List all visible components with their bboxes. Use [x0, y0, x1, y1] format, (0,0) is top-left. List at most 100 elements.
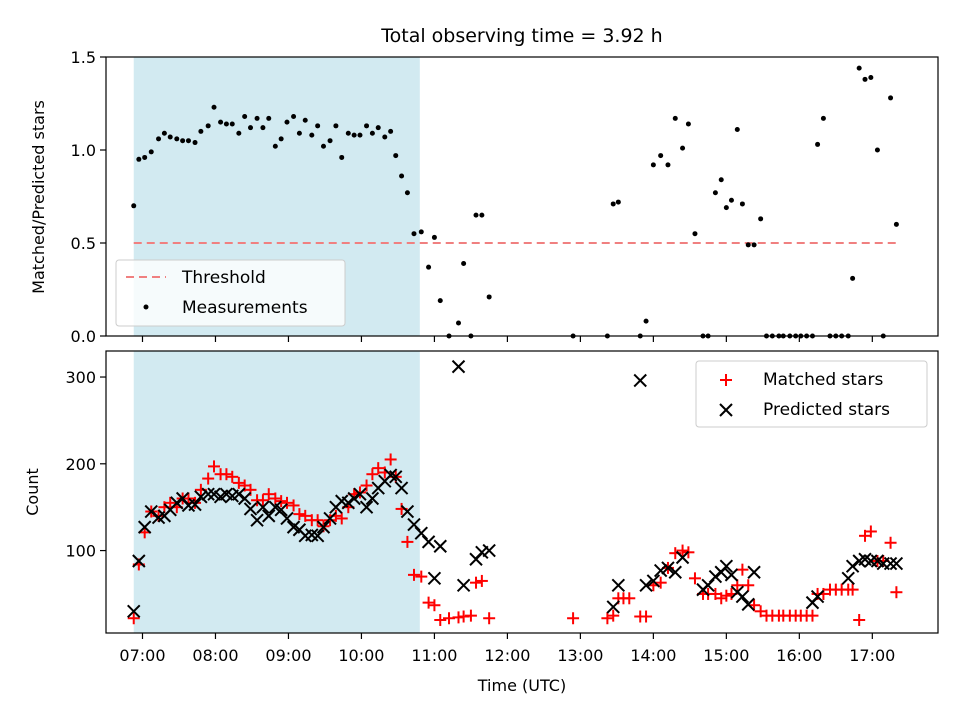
measurement-point [418, 229, 424, 235]
measurement-point [248, 125, 254, 131]
matched-star-point [884, 536, 897, 549]
predicted-star-point [724, 568, 739, 582]
measurement-point [723, 205, 729, 211]
measurement-point [192, 140, 198, 146]
predicted-star-point [719, 559, 734, 573]
legend-matched-swatch [720, 374, 732, 386]
matched-star-point [415, 570, 428, 583]
top-plot-frame [105, 56, 939, 337]
predicted-star-point [646, 574, 661, 588]
predicted-star-point [341, 496, 356, 510]
measurement-point [185, 138, 191, 144]
matched-star-point [182, 492, 195, 505]
measurement-point [296, 130, 302, 136]
matched-star-point [220, 468, 233, 481]
bottom-legend-box [695, 360, 928, 428]
top-ytick-label: 0.0 [71, 327, 96, 346]
measurement-point [302, 117, 308, 123]
predicted-star-point [137, 520, 152, 534]
measurement-point [712, 190, 718, 196]
legend-predicted-swatch [719, 403, 733, 417]
predicted-star-point [359, 500, 374, 514]
top-legend: Threshold Measurements [115, 259, 346, 327]
xtick-label: 10:00 [338, 646, 384, 665]
measurement-point [658, 153, 664, 159]
xtick-label: 08:00 [192, 646, 238, 665]
measurement-point [888, 95, 894, 101]
measurement-point [198, 128, 204, 134]
matched-star-point [232, 476, 245, 489]
measurement-point [364, 123, 370, 129]
measurement-point [131, 203, 137, 209]
matched-star-point [164, 496, 177, 509]
predicted-star-point [188, 497, 202, 512]
top-ylabel: Matched/Predicted stars [29, 100, 48, 294]
measurement-point [479, 212, 485, 218]
measurement-point [369, 130, 375, 136]
measurement-point [718, 177, 724, 183]
predicted-star-point [394, 481, 409, 495]
measurement-point [404, 190, 410, 196]
measurement-point [148, 149, 154, 155]
xtick-label: 11:00 [411, 646, 457, 665]
observing-span-bottom [133, 351, 420, 633]
measurement-point [856, 65, 862, 71]
measurement-point [180, 138, 186, 144]
matched-star-point [269, 492, 282, 505]
measurement-point [820, 115, 826, 121]
xtick-label: 07:00 [119, 646, 165, 665]
predicted-star-point [310, 529, 325, 543]
measurement-point [610, 201, 616, 207]
xtick-label: 17:00 [849, 646, 895, 665]
matched-star-point [806, 609, 819, 622]
predicted-star-point [232, 487, 246, 501]
matched-star-point [742, 579, 755, 592]
predicted-star-point [611, 578, 626, 592]
predicted-star-point [482, 543, 496, 558]
matched-star-point [864, 525, 877, 538]
xtick-label: 16:00 [776, 646, 822, 665]
measurement-point [351, 132, 357, 138]
predicted-star-point [365, 491, 380, 506]
measurement-point [739, 201, 745, 207]
matched-star-point [293, 508, 306, 521]
predicted-star-point [889, 556, 904, 571]
predicted-star-point [427, 571, 442, 586]
predicted-star-point [132, 554, 146, 568]
bottom-legend: Matched stars Predicted stars [695, 360, 928, 428]
measurement-point [399, 173, 405, 179]
bottom-ytick-label: 300 [65, 368, 96, 387]
predicted-star-point [841, 571, 855, 586]
measurement-point [680, 145, 686, 151]
measurement-point [161, 130, 167, 136]
predicted-star-point [433, 539, 447, 553]
measurement-point [672, 115, 678, 121]
measurement-point [643, 318, 649, 324]
matched-star-point [470, 576, 483, 589]
predicted-star-point [735, 589, 750, 604]
xtick-label: 13:00 [557, 646, 603, 665]
measurement-point [174, 136, 180, 142]
predicted-star-point [747, 565, 761, 579]
matched-star-point [654, 576, 667, 589]
matched-star-point [407, 568, 420, 581]
legend-measurements-label: Measurements [182, 298, 308, 318]
predicted-star-point [194, 490, 208, 504]
matched-star-point [256, 494, 269, 507]
matched-star-point [372, 462, 385, 475]
measurement-point [850, 275, 856, 281]
measurement-point [218, 119, 224, 125]
xlabel: Time (UTC) [477, 676, 566, 695]
measurement-point [461, 260, 467, 266]
predicted-star-point [353, 487, 367, 501]
measurement-point [665, 162, 671, 168]
measurement-point [388, 128, 394, 134]
measurement-point [315, 123, 321, 129]
predicted-star-point [741, 597, 755, 612]
matched-star-point [483, 612, 496, 625]
predicted-star-point [316, 520, 331, 534]
measurement-point [692, 231, 698, 237]
bottom-ylabel: Count [23, 468, 42, 516]
matched-star-point [335, 512, 348, 525]
predicted-star-point [250, 513, 264, 527]
